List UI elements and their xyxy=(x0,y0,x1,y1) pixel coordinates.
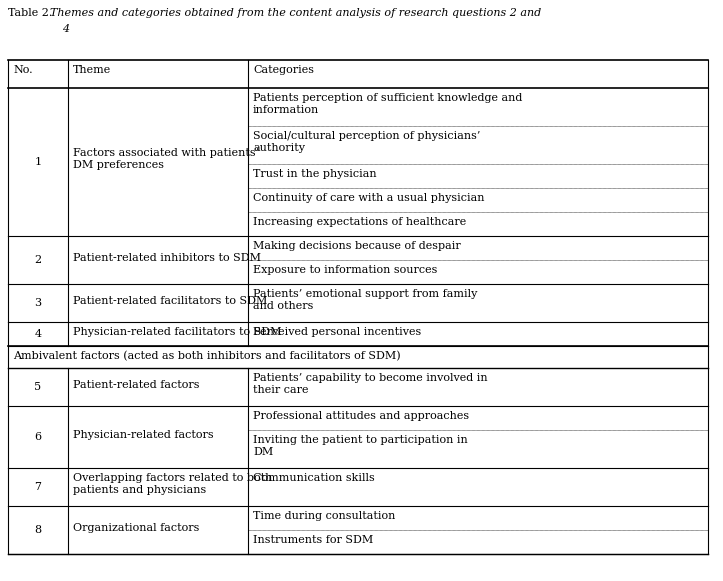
Text: Theme: Theme xyxy=(73,65,111,75)
Text: Patient-related inhibitors to SDM: Patient-related inhibitors to SDM xyxy=(73,253,261,263)
Text: Professional attitudes and approaches: Professional attitudes and approaches xyxy=(253,411,469,421)
Text: Overlapping factors related to both
patients and physicians: Overlapping factors related to both pati… xyxy=(73,473,273,495)
Text: Trust in the physician: Trust in the physician xyxy=(253,169,377,179)
Text: Table 2.: Table 2. xyxy=(8,8,56,18)
Text: Patient-related factors: Patient-related factors xyxy=(73,380,200,390)
Text: Exposure to information sources: Exposure to information sources xyxy=(253,265,437,275)
Text: No.: No. xyxy=(13,65,33,75)
Text: Increasing expectations of healthcare: Increasing expectations of healthcare xyxy=(253,217,466,227)
Text: Patients perception of sufficient knowledge and
information: Patients perception of sufficient knowle… xyxy=(253,93,523,115)
Text: 7: 7 xyxy=(35,482,41,492)
Text: Physician-related facilitators to SDM: Physician-related facilitators to SDM xyxy=(73,327,281,337)
Text: Patient-related facilitators to SDM: Patient-related facilitators to SDM xyxy=(73,296,268,306)
Text: Patients’ emotional support from family
and others: Patients’ emotional support from family … xyxy=(253,289,477,311)
Text: Categories: Categories xyxy=(253,65,314,75)
Text: Social/cultural perception of physicians’
authority: Social/cultural perception of physicians… xyxy=(253,131,480,153)
Text: 4: 4 xyxy=(62,24,69,34)
Text: Ambivalent factors (acted as both inhibitors and facilitators of SDM): Ambivalent factors (acted as both inhibi… xyxy=(13,351,401,361)
Text: Communication skills: Communication skills xyxy=(253,473,375,483)
Text: Physician-related factors: Physician-related factors xyxy=(73,430,213,440)
Text: 3: 3 xyxy=(35,298,41,308)
Text: Instruments for SDM: Instruments for SDM xyxy=(253,535,373,545)
Text: Factors associated with patients’
DM preferences: Factors associated with patients’ DM pre… xyxy=(73,148,259,170)
Text: Time during consultation: Time during consultation xyxy=(253,511,395,521)
Text: 5: 5 xyxy=(35,382,41,392)
Text: Patients’ capability to become involved in
their care: Patients’ capability to become involved … xyxy=(253,373,487,395)
Text: Organizational factors: Organizational factors xyxy=(73,523,200,533)
Text: 8: 8 xyxy=(35,525,41,535)
Text: 4: 4 xyxy=(35,329,41,339)
Text: Making decisions because of despair: Making decisions because of despair xyxy=(253,241,461,251)
Text: Perceived personal incentives: Perceived personal incentives xyxy=(253,327,422,337)
Text: 1: 1 xyxy=(35,157,41,167)
Text: 6: 6 xyxy=(35,432,41,442)
Text: Inviting the patient to participation in
DM: Inviting the patient to participation in… xyxy=(253,435,468,457)
Text: Continuity of care with a usual physician: Continuity of care with a usual physicia… xyxy=(253,193,484,203)
Text: 2: 2 xyxy=(35,255,41,265)
Text: Themes and categories obtained from the content analysis of research questions 2: Themes and categories obtained from the … xyxy=(50,8,542,18)
